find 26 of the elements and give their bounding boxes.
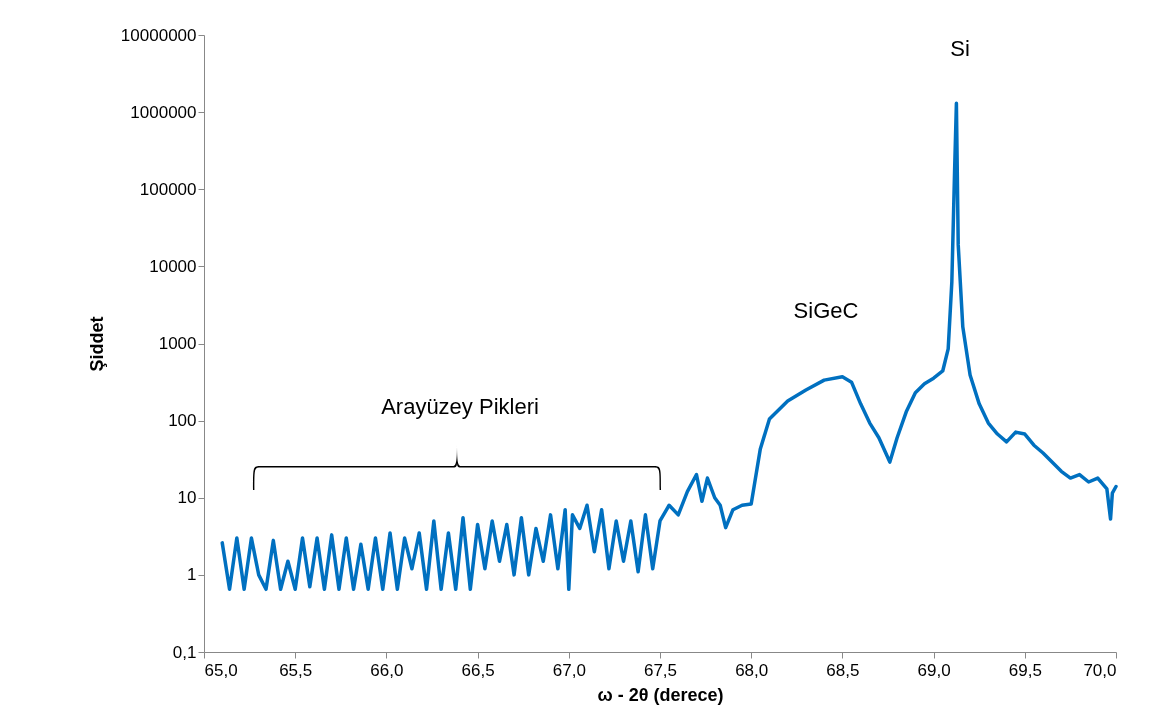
x-axis-title: ω - 2θ (derece): [597, 684, 724, 705]
y-tick-label: 0,1: [172, 642, 197, 662]
x-tick-label: 67,0: [552, 660, 586, 680]
x-tick-label: 69,0: [917, 660, 951, 680]
x-tick-label: 68,0: [735, 660, 769, 680]
y-tick-label: 10: [177, 488, 197, 508]
y-tick-label: 1000: [158, 334, 197, 353]
annotation: Si: [950, 35, 970, 61]
annotation: SiGeC: [793, 297, 859, 323]
annotation: Arayüzey Pikleri: [381, 393, 539, 419]
x-tick-label: 67,5: [643, 660, 678, 680]
line-series: [220, 101, 1118, 592]
y-tick-label: 100000: [139, 179, 197, 199]
x-tick-label: 70,0: [1083, 660, 1117, 680]
y-tick-label: 1: [187, 565, 197, 585]
y-axis-title: Şiddet: [86, 316, 107, 372]
y-tick-label: 10000: [149, 256, 197, 276]
y-tick-label: 1000000: [130, 102, 197, 122]
x-tick-label: 69,5: [1008, 660, 1042, 680]
x-tick-label: 65,5: [279, 660, 313, 680]
x-tick-label: 68,5: [826, 660, 860, 680]
x-tick-label: 66,5: [461, 660, 495, 680]
y-tick-label: 100: [168, 411, 197, 431]
x-tick-label: 65,0: [204, 660, 238, 680]
x-tick-label: 66,0: [370, 660, 404, 680]
y-tick-label: 10000000: [120, 25, 197, 45]
